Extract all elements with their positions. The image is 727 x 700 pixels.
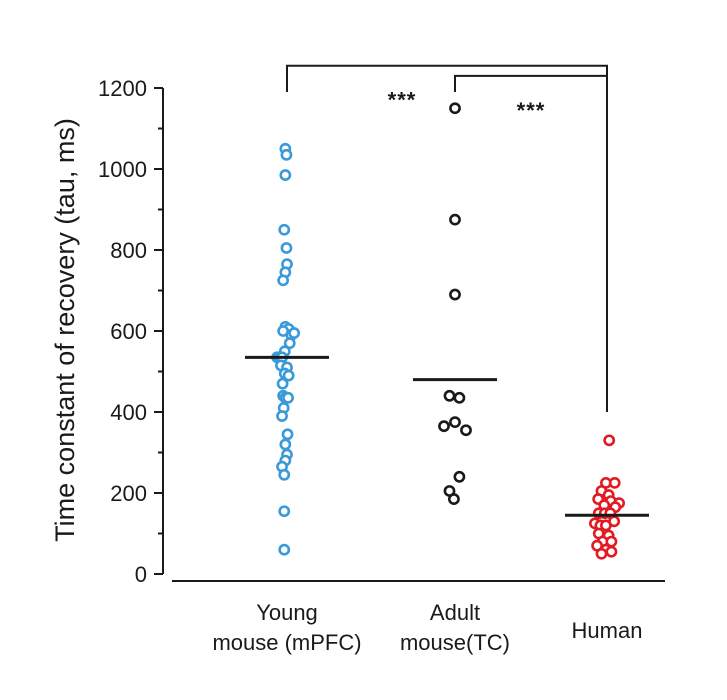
- data-point: [288, 327, 301, 339]
- data-point: [460, 424, 472, 437]
- data-point: [608, 476, 621, 489]
- data-point: [282, 369, 295, 382]
- category-label: mouse(TC): [400, 630, 510, 655]
- data-point: [283, 337, 296, 350]
- data-point: [277, 274, 290, 287]
- significance-label: ***: [388, 88, 417, 113]
- data-point: [595, 547, 608, 560]
- data-point: [605, 545, 618, 558]
- data-point: [278, 223, 291, 236]
- data-point: [443, 389, 456, 402]
- data-point: [447, 493, 460, 505]
- category-label: Young: [256, 600, 318, 625]
- data-point: [281, 428, 294, 441]
- data-point: [278, 468, 291, 481]
- data-point: [278, 505, 291, 518]
- data-point: [603, 434, 616, 447]
- data-point: [280, 242, 293, 254]
- axes: 0 200 400 600 800 1000 1200 Young mouse (mPFC) Ad…: [98, 76, 665, 655]
- data-point: [438, 420, 450, 433]
- y-tick-label: 1000: [98, 157, 147, 182]
- data-point: [276, 377, 289, 390]
- y-tick-label: 400: [110, 400, 147, 425]
- data-points: [271, 102, 625, 560]
- y-tick-label: 200: [110, 481, 147, 506]
- data-point: [453, 470, 466, 483]
- data-point: [278, 543, 291, 556]
- y-tick-label: 1200: [98, 76, 147, 101]
- category-label: Human: [572, 618, 643, 643]
- data-point: [280, 148, 293, 161]
- data-point: [276, 410, 288, 422]
- data-point: [279, 169, 292, 181]
- data-point: [449, 288, 461, 301]
- data-point: [449, 102, 461, 115]
- significance-brackets: *** ***: [286, 64, 608, 412]
- data-point: [282, 391, 294, 404]
- y-axis-label: Time constant of recovery (tau, ms): [50, 118, 80, 542]
- data-point: [449, 213, 461, 226]
- category-label: Adult: [430, 600, 480, 625]
- data-point: [453, 391, 466, 404]
- category-label: mouse (mPFC): [212, 630, 361, 655]
- significance-bracket: [454, 74, 608, 412]
- data-point: [449, 416, 461, 429]
- data-point: [279, 438, 292, 451]
- data-point: [600, 519, 612, 532]
- significance-label: ***: [517, 98, 546, 123]
- y-tick-label: 0: [135, 562, 147, 587]
- y-tick-label: 600: [110, 319, 147, 344]
- significance-bracket: [286, 64, 608, 412]
- median-lines: [245, 355, 649, 517]
- y-tick-label: 800: [110, 238, 147, 263]
